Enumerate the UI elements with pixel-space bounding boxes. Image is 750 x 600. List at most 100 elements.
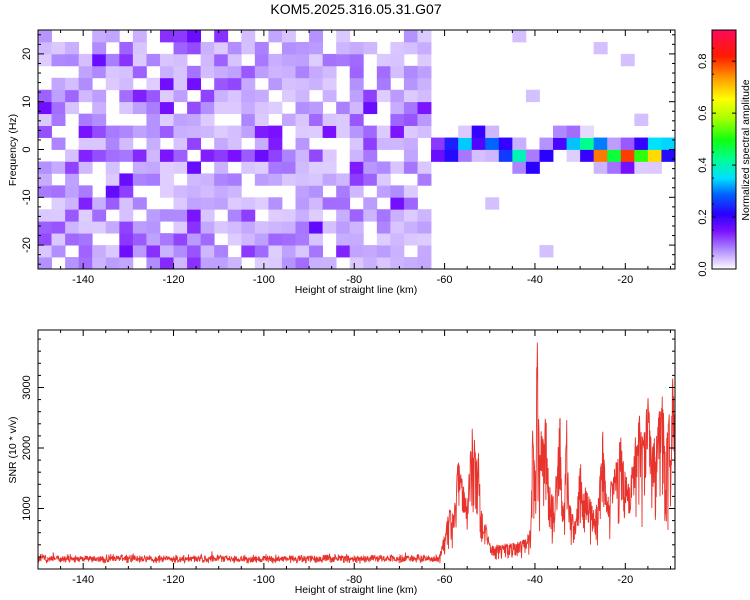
snr-y-axis-title: SNR (10 * v/v) <box>7 416 19 483</box>
heatmap-cell <box>51 53 66 67</box>
heatmap-cell <box>336 125 351 138</box>
heatmap-cell <box>376 137 391 150</box>
heatmap-cell <box>159 233 174 246</box>
heatmap-cell <box>322 125 337 138</box>
colorbar-gradient <box>711 29 737 270</box>
y-tick-label: 3000 <box>21 375 33 399</box>
heatmap-cell <box>38 101 52 115</box>
y-tick-label: 2000 <box>21 436 33 460</box>
heatmap-cell <box>403 113 418 126</box>
heatmap-cell <box>268 137 283 150</box>
heatmap-cell <box>227 185 242 198</box>
heatmap-cell <box>173 113 188 126</box>
heatmap-cell <box>241 41 256 55</box>
heatmap-cell <box>105 125 120 138</box>
heatmap-cell <box>146 245 161 258</box>
heatmap-cell <box>295 101 310 115</box>
heatmap-cell <box>363 101 378 115</box>
heatmap-cell <box>119 77 134 91</box>
heatmap-cell <box>173 137 188 150</box>
x-tick-label: -60 <box>437 274 453 286</box>
heatmap-cell <box>78 149 93 162</box>
heatmap-cell <box>376 245 391 258</box>
heatmap-cell <box>92 89 107 103</box>
heatmap-cell <box>200 101 215 115</box>
heatmap-cell <box>403 65 418 79</box>
heatmap-cell <box>78 125 93 138</box>
heatmap-cell <box>268 149 283 162</box>
colorbar-tick-label: 0.4 <box>697 157 709 172</box>
heatmap-cell <box>227 41 242 55</box>
heatmap-cell <box>159 53 174 67</box>
spectrogram-cells <box>38 30 675 269</box>
heatmap-cell <box>620 149 635 162</box>
heatmap-cell <box>363 137 378 150</box>
heatmap-cell <box>403 257 418 269</box>
heatmap-cell <box>146 101 161 115</box>
heatmap-cell <box>227 257 242 269</box>
heatmap-cell <box>241 197 256 210</box>
heatmap-cell <box>119 125 134 138</box>
y-tick-label: 20 <box>21 48 33 60</box>
heatmap-cell <box>322 149 337 162</box>
heatmap-cell <box>403 89 418 103</box>
x-tick-label: -40 <box>527 574 543 586</box>
heatmap-cell <box>458 125 473 138</box>
heatmap-cell <box>471 125 486 138</box>
heatmap-cell <box>119 89 134 103</box>
heatmap-cell <box>295 137 310 150</box>
heatmap-cell <box>119 101 134 115</box>
heatmap-cell <box>38 245 52 258</box>
heatmap-cell <box>390 245 405 258</box>
heatmap-cell <box>268 233 283 246</box>
heatmap-cell <box>173 65 188 79</box>
heatmap-cell <box>254 257 269 269</box>
heatmap-cell <box>146 53 161 67</box>
heatmap-cell <box>227 197 242 210</box>
heatmap-cell <box>132 65 147 79</box>
heatmap-cell <box>295 209 310 222</box>
heatmap-cell <box>634 161 649 174</box>
heatmap-cell <box>403 185 418 198</box>
heatmap-cell <box>254 53 269 67</box>
heatmap-cell <box>661 149 675 162</box>
x-tick-label: -120 <box>163 274 185 286</box>
heatmap-cell <box>159 185 174 198</box>
heatmap-cell <box>132 41 147 55</box>
heatmap-cell <box>173 149 188 162</box>
heatmap-cell <box>336 30 351 43</box>
spectrogram-y-ticks: -20 -10 0 10 20 <box>21 34 675 265</box>
heatmap-cell <box>566 125 581 138</box>
heatmap-cell <box>417 221 432 234</box>
heatmap-cell <box>105 197 120 210</box>
heatmap-cell <box>159 65 174 79</box>
heatmap-cell <box>173 257 188 269</box>
heatmap-cell <box>336 113 351 126</box>
heatmap-cell <box>309 209 324 222</box>
heatmap-cell <box>539 149 554 162</box>
heatmap-cell <box>78 77 93 91</box>
colorbar-tick-label: 0.6 <box>697 105 709 120</box>
heatmap-cell <box>390 197 405 210</box>
heatmap-cell <box>403 221 418 234</box>
heatmap-cell <box>363 257 378 269</box>
heatmap-cell <box>295 41 310 55</box>
heatmap-cell <box>254 125 269 138</box>
heatmap-cell <box>525 161 540 174</box>
heatmap-cell <box>281 30 296 43</box>
heatmap-cell <box>376 65 391 79</box>
heatmap-cell <box>65 221 80 234</box>
heatmap-cell <box>349 89 364 103</box>
heatmap-cell <box>498 149 513 162</box>
heatmap-cell <box>227 149 242 162</box>
heatmap-cell <box>431 137 445 150</box>
heatmap-cell <box>65 77 80 91</box>
heatmap-cell <box>214 173 229 186</box>
heatmap-cell <box>105 137 120 150</box>
heatmap-cell <box>119 233 134 246</box>
heatmap-cell <box>254 173 269 186</box>
heatmap-cell <box>51 101 66 115</box>
heatmap-cell <box>146 161 161 174</box>
heatmap-cell <box>539 137 554 150</box>
heatmap-cell <box>254 41 269 55</box>
